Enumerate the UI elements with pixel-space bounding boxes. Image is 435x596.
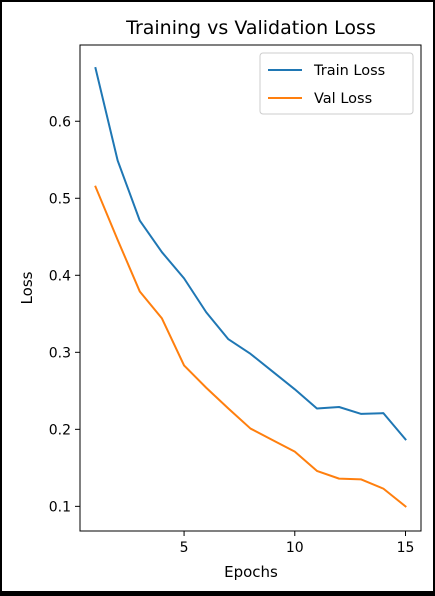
y-tick-label: 0.2 bbox=[49, 422, 71, 438]
y-tick-label: 0.4 bbox=[49, 268, 71, 284]
series-lines bbox=[94, 66, 407, 508]
y-tick-label: 0.3 bbox=[49, 345, 71, 361]
x-tick-label: 15 bbox=[397, 540, 415, 556]
y-tick-label: 0.5 bbox=[49, 191, 71, 207]
legend-label-train: Train Loss bbox=[313, 63, 385, 79]
legend-label-val: Val Loss bbox=[314, 91, 372, 107]
loss-chart: Training vs Validation Loss 5 10 15 0.1 0.2… bbox=[18, 17, 422, 581]
x-tick-label: 10 bbox=[286, 540, 304, 556]
y-axis: 0.1 0.2 0.3 0.4 0.5 0.6 bbox=[49, 114, 80, 515]
x-axis: 5 10 15 bbox=[180, 531, 415, 556]
y-axis-label: Loss bbox=[18, 271, 36, 304]
x-tick-label: 5 bbox=[180, 540, 189, 556]
figure-background: Training vs Validation Loss 5 10 15 0.1 0.2… bbox=[2, 2, 433, 591]
y-tick-label: 0.6 bbox=[49, 114, 71, 130]
legend: Train Loss Val Loss bbox=[259, 52, 414, 115]
series-line-train-loss bbox=[94, 66, 407, 441]
x-axis-label: Epochs bbox=[224, 563, 278, 581]
series-line-val-loss bbox=[94, 185, 407, 508]
plot-area bbox=[79, 44, 422, 532]
chart-title: Training vs Validation Loss bbox=[125, 17, 376, 39]
y-tick-label: 0.1 bbox=[49, 499, 71, 515]
